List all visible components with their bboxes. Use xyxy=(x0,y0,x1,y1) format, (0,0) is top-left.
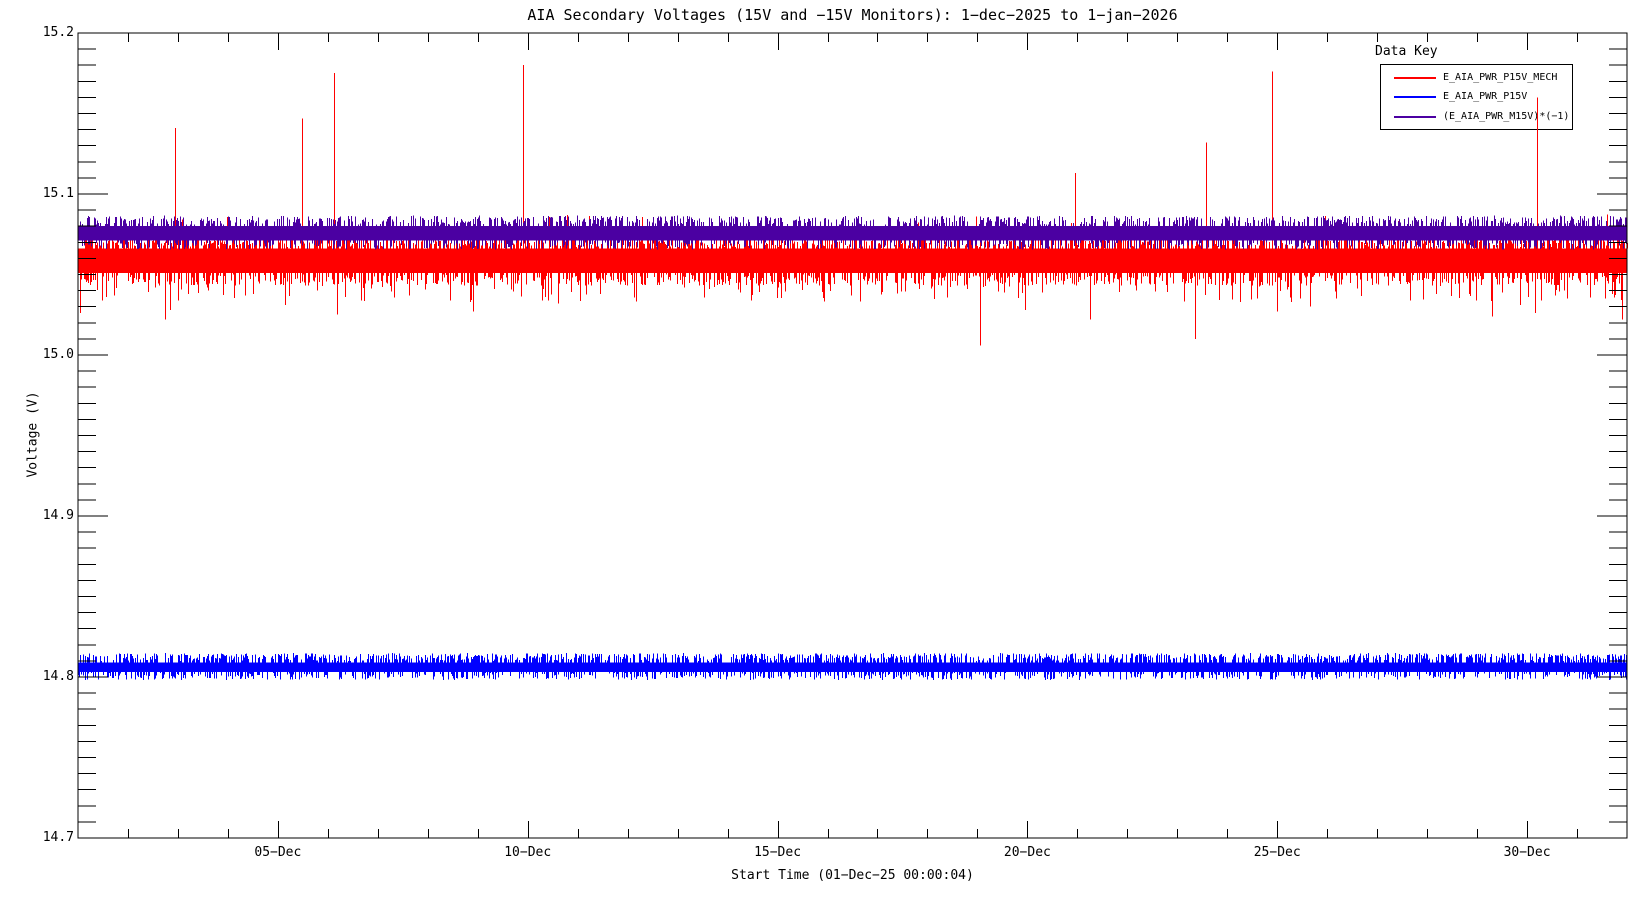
legend-line-sample-purple xyxy=(1394,115,1436,118)
legend-title: Data Key xyxy=(1375,44,1438,59)
y-tick-label: 14.9 xyxy=(42,508,74,523)
chart-title: AIA Secondary Voltages (15V and −15V Mon… xyxy=(527,6,1178,24)
x-tick-label: 20−Dec xyxy=(1003,845,1051,860)
y-tick-label: 14.8 xyxy=(42,669,74,684)
x-tick-label: 10−Dec xyxy=(504,845,552,860)
x-axis-label: Start Time (01−Dec−25 00:00:04) xyxy=(731,868,974,883)
x-tick-label: 05−Dec xyxy=(254,845,302,860)
legend-entry-label: E_AIA_PWR_P15V_MECH xyxy=(1443,71,1558,83)
legend-entry-label: E_AIA_PWR_P15V xyxy=(1443,91,1528,102)
y-tick-label: 15.1 xyxy=(42,186,74,201)
x-tick-label: 15−Dec xyxy=(754,845,802,860)
legend-line-sample-red xyxy=(1394,76,1436,79)
y-tick-label: 14.7 xyxy=(42,830,74,845)
y-axis-label: Voltage (V) xyxy=(25,391,41,478)
legend-entry: E_AIA_PWR_P15V_MECH xyxy=(1381,71,1572,85)
y-tick-label: 15.2 xyxy=(42,25,74,40)
legend-line-sample-blue xyxy=(1394,96,1436,98)
x-tick-label: 25−Dec xyxy=(1253,845,1301,860)
x-tick-label: 30−Dec xyxy=(1503,845,1551,860)
legend-box: E_AIA_PWR_P15V_MECH E_AIA_PWR_P15V (E_AI… xyxy=(1380,64,1573,130)
legend-entry-label: (E_AIA_PWR_M15V)*(−1) xyxy=(1443,110,1570,122)
y-tick-label: 15.0 xyxy=(42,347,74,362)
legend-entry: E_AIA_PWR_P15V xyxy=(1381,90,1572,104)
legend-entry: (E_AIA_PWR_M15V)*(−1) xyxy=(1381,110,1572,124)
